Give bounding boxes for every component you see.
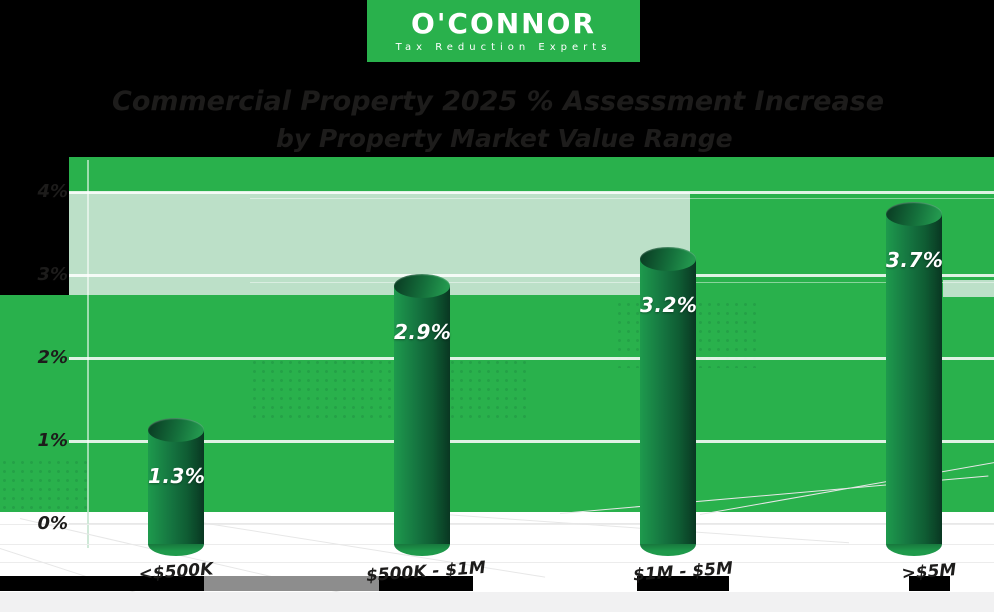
- y-tick-2%: 2%: [37, 347, 68, 368]
- logo-tagline: Tax Reduction Experts: [395, 41, 612, 53]
- y-tick-0%: 0%: [37, 513, 68, 534]
- oconnor-logo: O'CONNOR Tax Reduction Experts: [367, 0, 640, 62]
- pale-green-accent: [943, 280, 994, 297]
- bar-body: [640, 259, 696, 544]
- bar->$5M: 3.7%: [886, 202, 944, 556]
- ground-shadow-segment: [909, 576, 950, 591]
- logo-wordmark: O'CONNOR: [411, 6, 596, 40]
- gridline-4%: [69, 191, 994, 194]
- ground-shadow-segment: [204, 576, 379, 591]
- footer-strip: [0, 592, 994, 612]
- y-tick-3%: 3%: [37, 264, 68, 285]
- y-tick-1%: 1%: [37, 430, 68, 451]
- bar-top-ellipse: [640, 247, 696, 271]
- bar-top-ellipse: [394, 274, 450, 298]
- bar-body: [886, 214, 942, 544]
- bar-$500K - $1M: 2.9%: [394, 274, 452, 556]
- bar-body: [148, 430, 204, 544]
- gridline-minor: [250, 198, 994, 199]
- halftone-dots: [0, 458, 88, 510]
- y-axis-line-floor: [87, 512, 89, 548]
- bar-top-ellipse: [148, 418, 204, 442]
- y-tick-4%: 4%: [37, 181, 68, 202]
- floor-line: [0, 562, 994, 563]
- bar-<$500K: 1.3%: [148, 418, 206, 556]
- floor-line: [0, 544, 994, 545]
- y-axis-line: [87, 160, 89, 512]
- bar-body: [394, 286, 450, 544]
- chart-title-line1: Commercial Property 2025 % Assessment In…: [112, 86, 885, 117]
- ground-shadow-segment: [379, 576, 473, 591]
- bar-$1M - $5M: 3.2%: [640, 247, 698, 556]
- pale-green-panel: [69, 192, 690, 295]
- floor-line: [0, 524, 994, 525]
- ground-shadow-segment: [637, 576, 729, 591]
- bar-value-label: 1.3%: [148, 464, 206, 488]
- bar-value-label: 2.9%: [394, 320, 452, 344]
- chart-title-line2: by Property Market Value Range: [276, 124, 733, 153]
- gridline-1%: [69, 440, 994, 443]
- bar-value-label: 3.7%: [886, 248, 944, 272]
- bar-top-ellipse: [886, 202, 942, 226]
- transparent-area-left: [0, 157, 69, 295]
- gridline-3%: [69, 274, 994, 277]
- halftone-dots: [250, 358, 530, 420]
- gridline-minor: [250, 282, 994, 283]
- bar-value-label: 3.2%: [640, 293, 698, 317]
- ground-shadow-segment: [0, 576, 204, 591]
- gridline-2%: [69, 357, 994, 360]
